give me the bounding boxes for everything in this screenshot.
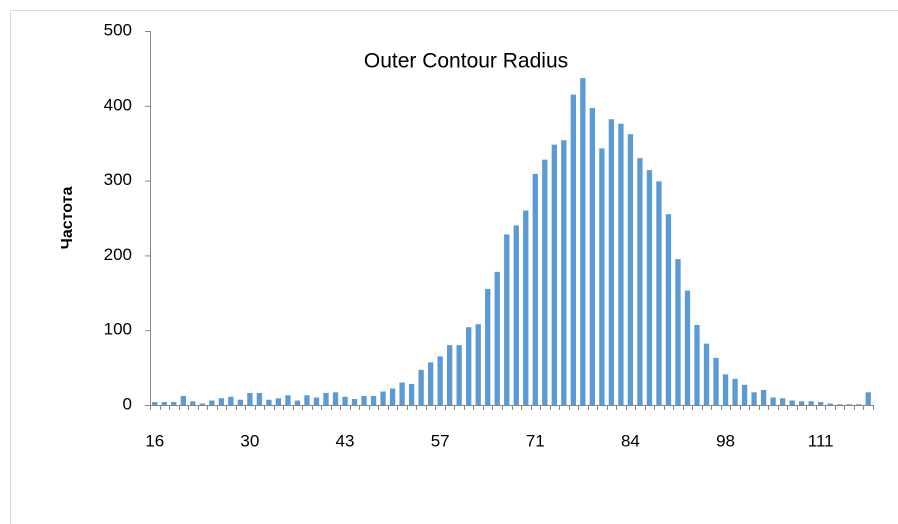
bar xyxy=(237,399,244,405)
bar xyxy=(218,398,225,405)
bar xyxy=(466,327,472,405)
bar xyxy=(741,384,748,405)
bar xyxy=(351,399,358,405)
bar xyxy=(342,396,348,405)
chart-title: Outer Contour Radius xyxy=(364,50,568,73)
bar xyxy=(209,400,215,405)
bar xyxy=(798,401,805,405)
bar xyxy=(408,384,415,405)
bar xyxy=(228,396,234,405)
bar xyxy=(485,289,491,405)
bar xyxy=(161,402,167,405)
bar xyxy=(637,158,643,405)
bar xyxy=(332,392,339,405)
x-tick-label: 16 xyxy=(145,431,164,450)
bar xyxy=(570,94,576,405)
bar xyxy=(837,404,843,405)
bar xyxy=(380,391,386,405)
bar xyxy=(846,404,852,405)
bar xyxy=(694,324,700,405)
bar xyxy=(389,388,396,405)
bar xyxy=(760,390,767,405)
y-tick-label: 500 xyxy=(104,20,132,39)
bar xyxy=(713,357,719,405)
x-tick-label: 57 xyxy=(431,431,450,450)
bar xyxy=(370,396,377,405)
bar xyxy=(656,181,662,405)
bar xyxy=(427,362,434,405)
bar xyxy=(865,392,871,405)
bar xyxy=(646,170,653,405)
bar xyxy=(561,140,567,405)
bar xyxy=(456,345,462,405)
bar xyxy=(665,214,672,405)
x-tick-label: 71 xyxy=(526,431,545,450)
bar xyxy=(494,271,500,405)
bar xyxy=(618,123,624,405)
bar xyxy=(199,403,205,405)
x-tick-label: 30 xyxy=(240,431,259,450)
y-tick-label: 0 xyxy=(123,394,132,413)
bar xyxy=(313,397,320,405)
bar xyxy=(608,119,615,405)
bar xyxy=(627,134,634,405)
bar xyxy=(751,392,757,405)
bar xyxy=(551,144,557,406)
y-tick-label: 200 xyxy=(104,245,132,264)
y-tick-label: 300 xyxy=(104,170,132,189)
bar xyxy=(513,225,519,405)
bar xyxy=(542,159,548,405)
bar xyxy=(580,78,586,406)
bar xyxy=(703,343,710,405)
bar xyxy=(266,399,272,405)
bar xyxy=(180,396,186,405)
bar xyxy=(304,395,310,405)
bar xyxy=(684,290,691,405)
bar xyxy=(532,173,538,405)
bar xyxy=(827,403,833,405)
bar xyxy=(190,401,196,405)
bar xyxy=(418,369,424,405)
bar xyxy=(256,393,263,405)
x-tick-label: 84 xyxy=(621,431,640,450)
bar xyxy=(437,356,443,405)
chart-frame xyxy=(10,10,898,524)
bar xyxy=(323,393,329,405)
bar xyxy=(589,108,596,405)
x-tick-label: 111 xyxy=(808,431,834,450)
y-axis-label: Частота xyxy=(59,187,76,250)
bar xyxy=(361,396,367,405)
bar xyxy=(818,402,824,405)
bar xyxy=(732,378,738,405)
bar xyxy=(399,382,405,405)
bar xyxy=(523,210,529,405)
bar xyxy=(285,395,291,405)
y-tick-label: 400 xyxy=(104,95,132,114)
bar xyxy=(856,404,862,405)
bar xyxy=(675,259,681,405)
bar xyxy=(152,402,158,405)
y-tick-label: 100 xyxy=(104,320,132,339)
bar xyxy=(789,400,795,405)
bar xyxy=(294,400,301,405)
bar xyxy=(722,374,729,405)
bar xyxy=(599,148,605,405)
bar xyxy=(247,393,253,405)
bar xyxy=(779,398,786,405)
x-tick-label: 98 xyxy=(716,431,735,450)
x-tick-label: 43 xyxy=(336,431,355,450)
bar xyxy=(808,401,814,405)
bar xyxy=(770,397,776,405)
bar xyxy=(475,324,481,405)
bar xyxy=(171,402,177,405)
bar xyxy=(504,234,510,405)
bar xyxy=(447,345,453,405)
bar xyxy=(275,398,282,405)
